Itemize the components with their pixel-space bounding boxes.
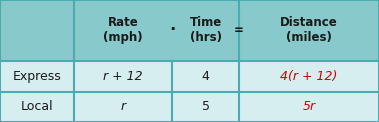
Text: ·: ·	[169, 21, 175, 40]
Text: Distance
(miles): Distance (miles)	[280, 16, 338, 45]
Text: 5r: 5r	[302, 100, 315, 113]
Bar	[172, 92, 239, 122]
Bar	[74, 92, 172, 122]
Text: Time
(hrs): Time (hrs)	[190, 16, 222, 45]
Bar	[0, 92, 74, 122]
Text: 5: 5	[202, 100, 210, 113]
Text: 4: 4	[202, 70, 210, 83]
Text: =: =	[234, 24, 244, 37]
Text: r: r	[121, 100, 126, 113]
Text: 4(r + 12): 4(r + 12)	[280, 70, 338, 83]
Text: Rate
(mph): Rate (mph)	[103, 16, 143, 45]
Bar	[172, 61, 239, 92]
Bar	[0, 61, 74, 92]
Text: Express: Express	[13, 70, 61, 83]
Bar	[74, 61, 172, 92]
Bar	[239, 92, 379, 122]
Text: Local: Local	[20, 100, 53, 113]
Text: r + 12: r + 12	[103, 70, 143, 83]
Bar	[0, 0, 379, 61]
Bar	[239, 61, 379, 92]
